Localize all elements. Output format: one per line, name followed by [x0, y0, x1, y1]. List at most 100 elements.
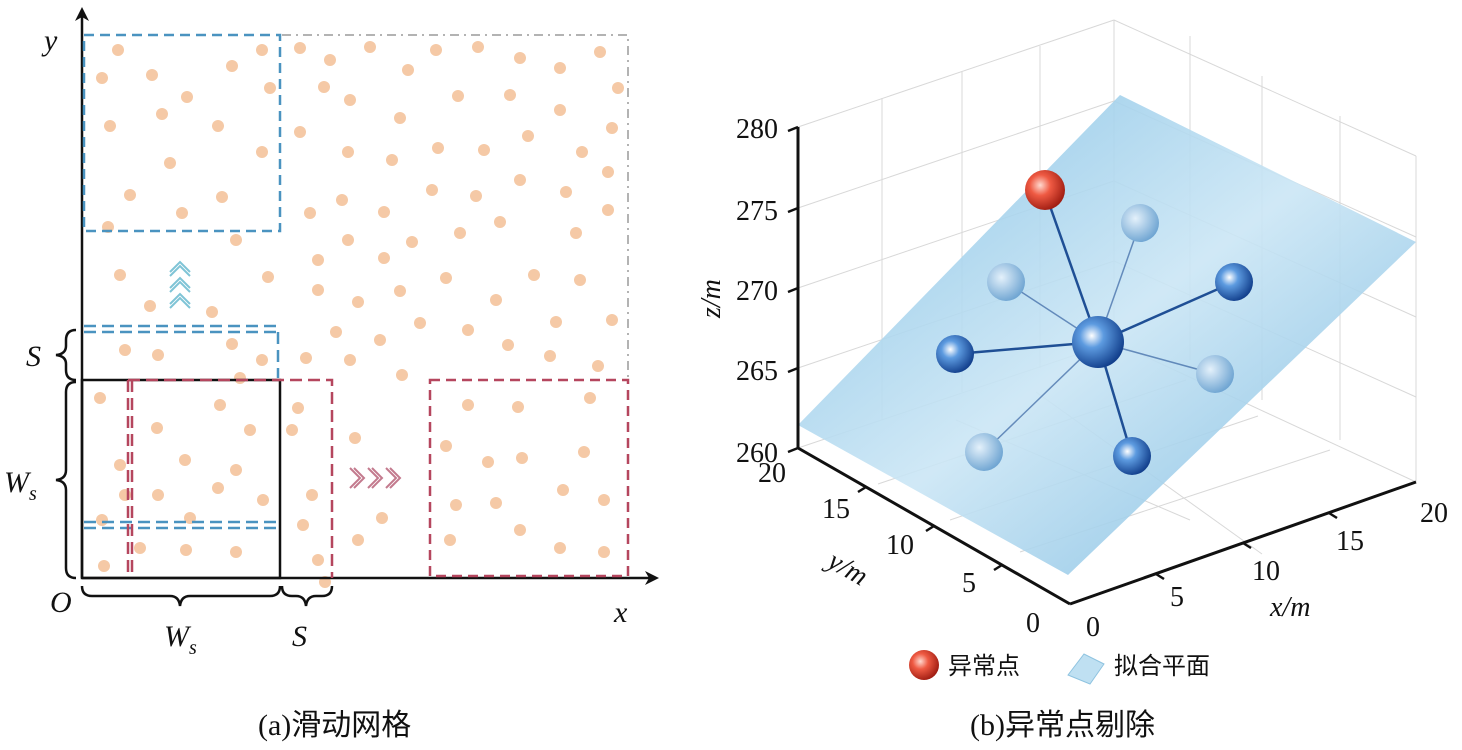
- sample-point: [342, 234, 354, 246]
- sample-point: [394, 112, 406, 124]
- sample-point: [396, 369, 408, 381]
- sample-point: [584, 392, 596, 404]
- center-point: [1072, 316, 1124, 368]
- sample-point: [349, 432, 361, 444]
- x-tick: 15: [1336, 526, 1364, 557]
- sample-point: [312, 554, 324, 566]
- sample-point: [226, 60, 238, 72]
- sample-point: [156, 108, 168, 120]
- sample-point: [482, 456, 494, 468]
- sample-point: [528, 269, 540, 281]
- step-brace-bottom: [280, 585, 334, 607]
- sample-point: [512, 401, 524, 413]
- sample-point: [554, 104, 566, 116]
- sample-point: [152, 489, 164, 501]
- sample-point: [578, 446, 590, 458]
- sample-point: [454, 227, 466, 239]
- sample-point: [230, 464, 242, 476]
- sample-point: [378, 206, 390, 218]
- sample-point: [478, 144, 490, 156]
- step-label-vertical: S: [26, 340, 41, 373]
- inlier-point: [965, 433, 1003, 471]
- sample-point: [96, 514, 108, 526]
- inlier-point: [1215, 263, 1253, 301]
- sample-point: [181, 91, 193, 103]
- sample-point: [472, 41, 484, 53]
- sample-point: [294, 126, 306, 138]
- window-label-vertical: Ws: [4, 466, 37, 505]
- sample-point: [544, 350, 556, 362]
- sample-point: [256, 354, 268, 366]
- sample-point: [514, 174, 526, 186]
- x-tick: 10: [1252, 556, 1280, 587]
- sample-point: [96, 72, 108, 84]
- sample-point: [297, 519, 309, 531]
- caption-b-prefix: (b): [970, 709, 1005, 742]
- sample-point: [114, 459, 126, 471]
- caption-a: (a)滑动网格: [258, 700, 411, 744]
- sample-point: [180, 544, 192, 556]
- origin-label: O: [50, 586, 72, 619]
- sample-point: [144, 300, 156, 312]
- sample-point: [386, 154, 398, 166]
- sample-point: [376, 512, 388, 524]
- sample-point: [364, 41, 376, 53]
- red-window-shifted: [128, 378, 334, 578]
- caption-b-text: 异常点剔除: [1004, 708, 1155, 743]
- legend-label-plane: 拟合平面: [1114, 652, 1210, 680]
- outlier-point: [1025, 170, 1065, 210]
- sample-point: [602, 204, 614, 216]
- sample-point: [312, 284, 324, 296]
- inlier-point: [1121, 204, 1159, 242]
- sample-point: [462, 324, 474, 336]
- sample-point: [402, 64, 414, 76]
- sample-point: [440, 440, 452, 452]
- sample-point: [230, 234, 242, 246]
- z-tick: 265: [736, 356, 778, 387]
- z-axis-label: z/m: [696, 279, 727, 319]
- sample-point: [570, 227, 582, 239]
- sample-point: [324, 54, 336, 66]
- sample-point: [594, 46, 606, 58]
- sample-point: [522, 130, 534, 142]
- sample-point: [502, 339, 514, 351]
- sample-point: [344, 94, 356, 106]
- sample-point: [264, 82, 276, 94]
- y-axis-label: y: [41, 24, 58, 57]
- z-tick: 260: [736, 438, 778, 469]
- inlier-point: [987, 263, 1025, 301]
- sample-point: [212, 120, 224, 132]
- step-brace-left: [55, 328, 77, 382]
- sample-point: [152, 349, 164, 361]
- sample-point: [318, 81, 330, 93]
- x-tick: 20: [1420, 498, 1448, 529]
- sample-point: [462, 399, 474, 411]
- sample-point: [426, 184, 438, 196]
- y-tick: 5: [962, 568, 976, 599]
- up-chevrons-icon: [169, 260, 191, 309]
- x-tick: 5: [1170, 582, 1184, 613]
- sample-point: [330, 326, 342, 338]
- grid-boundary: [282, 34, 629, 378]
- sample-point: [342, 146, 354, 158]
- inlier-point: [1113, 437, 1151, 475]
- sample-point: [119, 344, 131, 356]
- sample-point: [286, 424, 298, 436]
- sample-point: [112, 44, 124, 56]
- x-axis-label: x: [613, 596, 628, 629]
- sample-point: [176, 207, 188, 219]
- sample-point: [574, 274, 586, 286]
- sample-point: [444, 534, 456, 546]
- sample-point: [414, 317, 426, 329]
- sample-point: [234, 372, 246, 384]
- red-window-far: [428, 378, 630, 578]
- legend: 异常点 拟合平面: [909, 650, 1210, 685]
- sample-point: [602, 166, 614, 178]
- sample-point: [504, 89, 516, 101]
- sample-point: [206, 306, 218, 318]
- sample-point: [406, 236, 418, 248]
- sample-point: [557, 484, 569, 496]
- caption-a-prefix: (a): [258, 709, 292, 742]
- point-cloud: [94, 41, 624, 588]
- sample-point: [216, 191, 228, 203]
